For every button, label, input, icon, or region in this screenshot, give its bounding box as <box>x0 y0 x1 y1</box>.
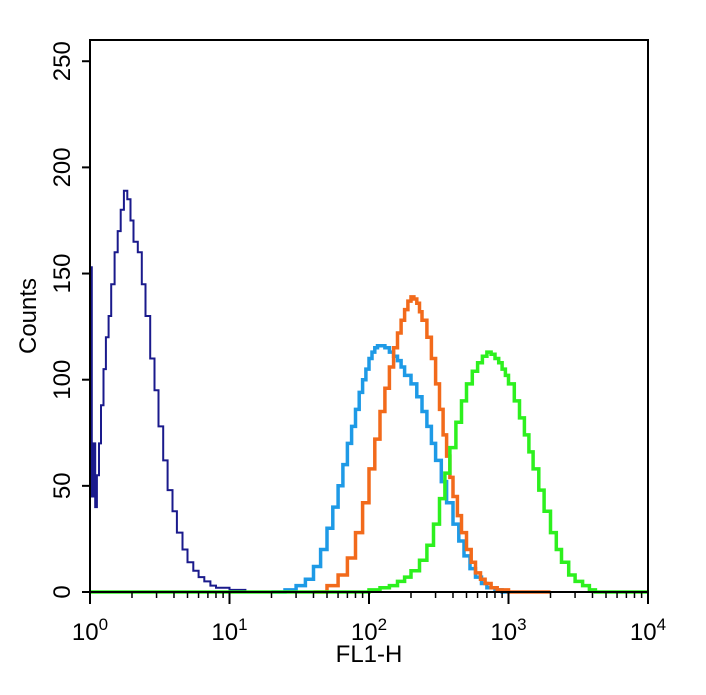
y-tick-label: 250 <box>49 41 76 81</box>
x-axis-label: FL1-H <box>336 641 403 668</box>
y-axis-label: Counts <box>15 278 42 354</box>
y-tick-label: 0 <box>49 585 76 598</box>
x-tick-label: 100 <box>72 615 108 646</box>
x-tick-label: 101 <box>211 615 247 646</box>
y-axis: 0 50 100 150 200 250 <box>49 41 90 599</box>
series-4-line <box>90 350 648 594</box>
x-tick-label: 103 <box>490 615 526 646</box>
y-tick-label: 50 <box>49 472 76 499</box>
series-3-line <box>313 295 551 594</box>
plot-frame <box>89 39 649 593</box>
y-tick-label: 150 <box>49 253 76 293</box>
series-1-line <box>90 189 255 593</box>
y-tick-label: 200 <box>49 147 76 187</box>
x-tick-label: 104 <box>630 615 666 646</box>
series-2-line <box>271 343 509 594</box>
x-tick-label: 102 <box>351 615 387 646</box>
y-tick-label: 100 <box>49 360 76 400</box>
series-layer <box>90 189 648 594</box>
x-axis: 100 101 102 103 104 <box>72 592 666 646</box>
